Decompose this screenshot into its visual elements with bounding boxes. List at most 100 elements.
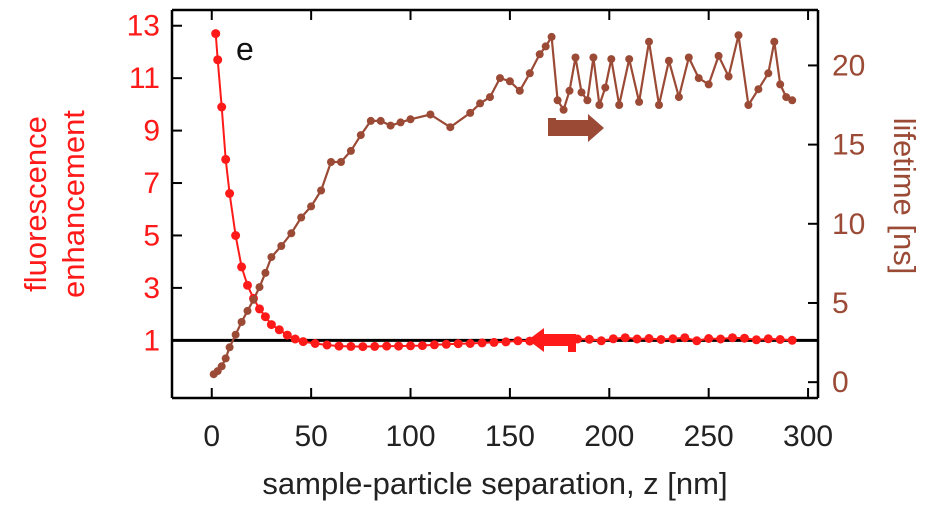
enhancement-point bbox=[394, 341, 404, 351]
lifetime-series bbox=[209, 31, 797, 379]
left-y-tick-label: 13 bbox=[127, 10, 160, 43]
enhancement-point bbox=[255, 304, 264, 314]
enhancement-point bbox=[477, 338, 487, 348]
enhancement-point bbox=[596, 336, 606, 346]
lifetime-point bbox=[571, 53, 580, 62]
enhancement-point bbox=[775, 335, 785, 344]
left-y-tick-label: 9 bbox=[143, 115, 160, 148]
enhancement-point bbox=[656, 335, 666, 344]
lifetime-point bbox=[396, 118, 405, 127]
enhancement-point bbox=[221, 154, 231, 164]
lifetime-point bbox=[237, 318, 246, 326]
enhancement-point bbox=[310, 339, 320, 348]
x-tick-label: 200 bbox=[584, 420, 634, 453]
enhancement-point bbox=[728, 333, 737, 343]
x-tick-label: 250 bbox=[684, 420, 734, 453]
enhancement-point bbox=[358, 342, 368, 352]
enhancement-line bbox=[214, 33, 793, 348]
lifetime-point bbox=[307, 202, 316, 211]
lifetime-point bbox=[595, 101, 604, 109]
enhancement-point bbox=[763, 334, 773, 344]
lifetime-point bbox=[261, 268, 270, 277]
left-y-tick-label: 5 bbox=[143, 219, 160, 252]
enhancement-point bbox=[501, 337, 511, 347]
lifetime-point bbox=[426, 110, 435, 119]
lifetime-point bbox=[267, 253, 276, 262]
lifetime-point bbox=[577, 88, 586, 97]
enhancement-point bbox=[584, 334, 594, 344]
lifetime-point bbox=[655, 101, 663, 109]
lifetime-point bbox=[684, 53, 693, 62]
enhancement-point bbox=[370, 341, 380, 351]
lifetime-point bbox=[734, 31, 743, 40]
enhancement-point bbox=[260, 312, 270, 322]
lifetime-point bbox=[356, 131, 365, 140]
lifetime-point bbox=[776, 80, 785, 89]
lifetime-point bbox=[376, 116, 385, 125]
left-y-tick-label: 1 bbox=[143, 324, 160, 357]
enhancement-point bbox=[751, 335, 761, 345]
right-axis-arrow-icon bbox=[548, 114, 604, 142]
enhancement-point bbox=[680, 333, 690, 343]
enhancement-point bbox=[225, 189, 235, 198]
enhancement-point bbox=[298, 337, 308, 347]
lifetime-point bbox=[664, 56, 673, 65]
annotation-layer bbox=[528, 114, 604, 352]
lifetime-point bbox=[764, 69, 773, 78]
lifetime-point bbox=[243, 306, 252, 315]
lifetime-point bbox=[496, 74, 504, 83]
enhancement-point bbox=[211, 29, 221, 39]
enhancement-series bbox=[211, 29, 797, 352]
lifetime-point bbox=[541, 42, 550, 51]
enhancement-point bbox=[704, 334, 714, 343]
lifetime-point bbox=[525, 69, 534, 78]
left-y-tick-label: 11 bbox=[129, 62, 160, 95]
lifetime-point bbox=[635, 97, 644, 106]
enhancement-point bbox=[787, 335, 797, 345]
enhancement-point bbox=[213, 55, 223, 65]
lifetime-point bbox=[553, 96, 562, 105]
enhancement-point bbox=[237, 262, 247, 272]
lifetime-point bbox=[366, 116, 375, 125]
enhancement-point bbox=[716, 334, 726, 344]
lifetime-point bbox=[744, 101, 753, 109]
lifetime-point bbox=[486, 93, 494, 102]
left-y-tick-label: 3 bbox=[143, 272, 160, 305]
lifetime-point bbox=[221, 354, 230, 363]
lifetime-point bbox=[217, 362, 226, 371]
lifetime-point bbox=[337, 158, 345, 166]
lifetime-point bbox=[583, 96, 592, 105]
x-axis-title: sample-particle separation, z [nm] bbox=[262, 466, 727, 501]
enhancement-point bbox=[406, 341, 415, 351]
enhancement-point bbox=[453, 339, 463, 349]
lifetime-point bbox=[589, 53, 598, 62]
right-y-tick-label: 10 bbox=[832, 208, 865, 241]
left-y-axis-title-line2: enhancement bbox=[56, 110, 91, 298]
x-tick-label: 150 bbox=[485, 420, 535, 453]
lifetime-point bbox=[255, 283, 264, 292]
enhancement-point bbox=[382, 341, 392, 351]
x-tick-label: 100 bbox=[385, 420, 435, 453]
enhancement-point bbox=[322, 340, 332, 350]
enhancement-point bbox=[632, 334, 642, 344]
left-axis-arrow-icon bbox=[528, 328, 576, 352]
lifetime-point bbox=[535, 50, 544, 59]
lifetime-point bbox=[231, 330, 240, 339]
lifetime-point bbox=[505, 77, 514, 86]
lifetime-point bbox=[406, 115, 415, 124]
lifetime-point bbox=[615, 101, 624, 109]
right-y-tick-label: 20 bbox=[832, 49, 865, 82]
enhancement-point bbox=[334, 341, 344, 351]
enhancement-point bbox=[417, 341, 427, 351]
lifetime-point bbox=[601, 83, 610, 92]
lifetime-point bbox=[704, 80, 713, 89]
lifetime-point bbox=[565, 86, 574, 95]
lifetime-point bbox=[754, 85, 763, 94]
enhancement-point bbox=[513, 336, 523, 346]
enhancement-point bbox=[465, 339, 475, 348]
lifetime-point bbox=[714, 51, 723, 60]
lifetime-point bbox=[476, 99, 485, 108]
lifetime-point bbox=[782, 93, 791, 102]
lifetime-point bbox=[674, 93, 683, 102]
